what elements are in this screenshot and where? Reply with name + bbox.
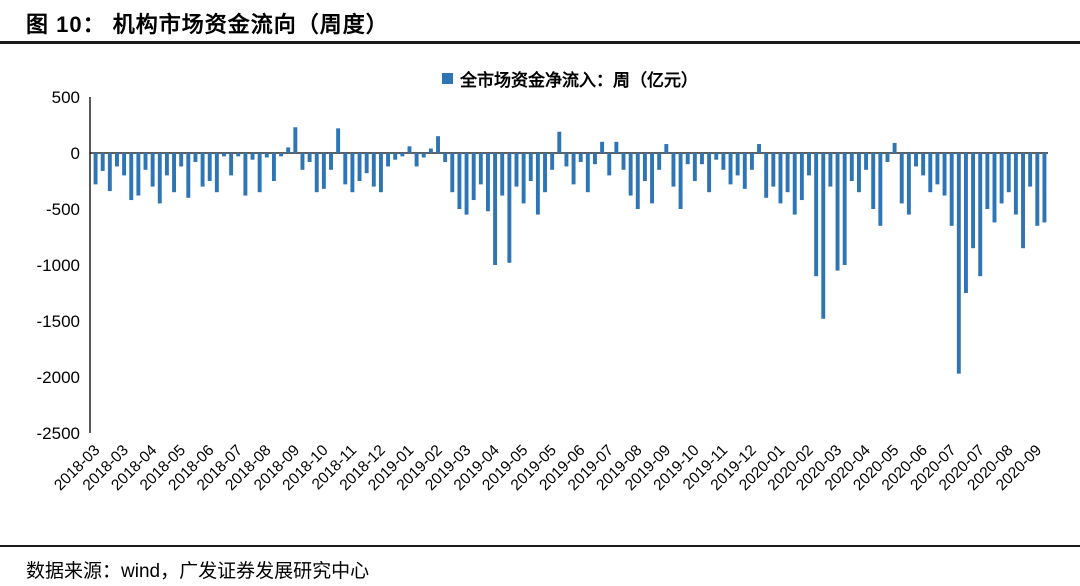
axes-group [89,97,1048,433]
footer-divider [0,545,1080,547]
chart-legend: 全市场资金净流入：周（亿元） [60,66,1080,91]
figure-title: 图 10： 机构市场资金流向（周度） [26,12,389,37]
bars-group [93,127,1047,374]
x-axis-tick-labels: 2018-032018-032018-042018-052018-062018-… [51,442,1045,495]
svg-text:-2500: -2500 [37,424,80,443]
bar-chart-svg: 500 0 -500 -1000 -1500 -2000 -2500 2018-032018… [37,88,1048,495]
svg-text:0: 0 [71,144,80,163]
y-axis-tick-labels: 500 0 -500 -1000 -1500 -2000 -2500 [37,88,80,443]
svg-text:-500: -500 [46,200,80,219]
svg-text:500: 500 [52,88,80,107]
legend-swatch-icon [442,73,453,84]
data-source-text: 数据来源：wind，广发证券发展研究中心 [26,561,370,582]
figure-header: 图 10： 机构市场资金流向（周度） [0,0,1080,44]
svg-text:-2000: -2000 [37,368,80,387]
legend-label: 全市场资金净流入：周（亿元） [460,71,698,90]
svg-text:-1500: -1500 [37,312,80,331]
svg-text:-1000: -1000 [37,256,80,275]
